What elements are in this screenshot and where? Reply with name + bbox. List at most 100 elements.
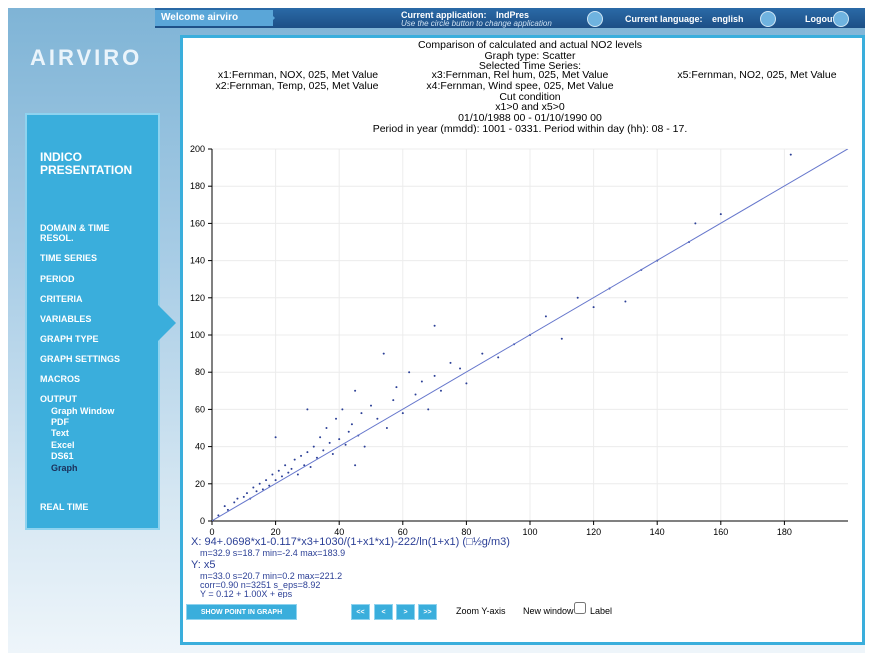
- scatter-point: [243, 496, 245, 498]
- scatter-point: [434, 325, 436, 327]
- nav-item[interactable]: VARIABLES: [40, 314, 130, 324]
- scatter-point: [593, 306, 595, 308]
- scatter-point: [354, 464, 356, 466]
- nav-item[interactable]: GRAPH SETTINGS: [40, 354, 130, 364]
- x-tick-label: 160: [713, 527, 728, 537]
- nav-button[interactable]: <<: [351, 604, 370, 620]
- scatter-point: [297, 474, 299, 476]
- scatter-point: [481, 353, 483, 355]
- scatter-point: [345, 444, 347, 446]
- x-tick-label: 120: [586, 527, 601, 537]
- scatter-point: [459, 367, 461, 369]
- x-tick-label: 80: [461, 527, 471, 537]
- scatter-point: [577, 297, 579, 299]
- scatter-point: [224, 505, 226, 507]
- scatter-point: [624, 301, 626, 303]
- nav-button[interactable]: <: [374, 604, 393, 620]
- scatter-point: [278, 470, 280, 472]
- scatter-point: [259, 483, 261, 485]
- scatter-point: [265, 479, 267, 481]
- scatter-point: [434, 375, 436, 377]
- nav-sub-item[interactable]: DS61: [51, 451, 74, 461]
- scatter-point: [246, 492, 248, 494]
- chart: Comparison of calculated and actual NO2 …: [183, 38, 862, 598]
- language-label: Current language:: [625, 14, 703, 24]
- nav-item[interactable]: REAL TIME: [40, 502, 130, 512]
- x-tick-label: 20: [271, 527, 281, 537]
- scatter-point: [720, 213, 722, 215]
- y-tick-label: 80: [195, 367, 205, 377]
- application-button[interactable]: [587, 11, 603, 27]
- y-axis-label: Y: x5: [191, 559, 215, 571]
- scatter-point: [306, 451, 308, 453]
- scatter-point: [351, 423, 353, 425]
- x-tick-label: 40: [334, 527, 344, 537]
- nav-item[interactable]: GRAPH TYPE: [40, 334, 130, 344]
- x-tick-label: 140: [650, 527, 665, 537]
- body: Welcome airviro Current application: Ind…: [0, 0, 881, 661]
- nav-item[interactable]: DOMAIN & TIME RESOL.: [40, 223, 130, 243]
- y-tick-label: 100: [190, 330, 205, 340]
- logout-button[interactable]: [833, 11, 849, 27]
- regression: Y = 0.12 + 1.00X + eps: [200, 589, 293, 598]
- nav-sub-item[interactable]: Graph: [51, 463, 78, 473]
- nav-button[interactable]: >: [396, 604, 415, 620]
- selected-series: x2:Fernman, Temp, 025, Met Value: [215, 80, 378, 92]
- scatter-point: [440, 390, 442, 392]
- logout[interactable]: Logout: [805, 14, 836, 24]
- scatter-point: [376, 418, 378, 420]
- label-checkbox[interactable]: [574, 602, 586, 614]
- scatter-point: [291, 468, 293, 470]
- scatter-point: [319, 436, 321, 438]
- sidebar-title: INDICO PRESENTATION: [40, 151, 140, 177]
- nav-sub-item[interactable]: PDF: [51, 417, 69, 427]
- nav-sub-item[interactable]: Excel: [51, 440, 75, 450]
- scatter-point: [338, 438, 340, 440]
- logo: AIRVIRO: [30, 45, 142, 71]
- scatter-point: [329, 442, 331, 444]
- scatter-point: [284, 464, 286, 466]
- x-stats: m=32.9 s=18.7 min=-2.4 max=183.9: [200, 548, 345, 558]
- scatter-point: [252, 487, 254, 489]
- scatter-point: [383, 353, 385, 355]
- scatter-point: [415, 394, 417, 396]
- y-tick-label: 40: [195, 442, 205, 452]
- nav-item[interactable]: MACROS: [40, 374, 130, 384]
- y-tick-label: 140: [190, 256, 205, 266]
- x-axis-label: X: 94+.0698*x1-0.117*x3+1030/(1+x1*x1)-2…: [191, 536, 510, 548]
- scatter-point: [395, 386, 397, 388]
- scatter-point: [294, 459, 296, 461]
- show-point-button[interactable]: SHOW POINT IN GRAPH: [186, 604, 297, 620]
- scatter-point: [332, 453, 334, 455]
- scatter-point: [281, 475, 283, 477]
- new-window[interactable]: New window: [523, 606, 574, 616]
- nav-sub-item[interactable]: Text: [51, 428, 69, 438]
- scatter-point: [313, 446, 315, 448]
- scatter-point: [300, 455, 302, 457]
- welcome-arrow: [267, 10, 275, 26]
- y-tick-label: 160: [190, 218, 205, 228]
- y-tick-label: 200: [190, 144, 205, 154]
- scatter-point: [561, 338, 563, 340]
- x-tick-label: 100: [522, 527, 537, 537]
- scatter-point: [348, 431, 350, 433]
- nav-item[interactable]: OUTPUT: [40, 394, 130, 404]
- scatter-point: [354, 390, 356, 392]
- scatter-point: [322, 449, 324, 451]
- nav-item[interactable]: CRITERIA: [40, 294, 130, 304]
- zoom-y-axis[interactable]: Zoom Y-axis: [456, 606, 506, 616]
- scatter-point: [275, 436, 277, 438]
- period: Period in year (mmdd): 1001 - 0331. Peri…: [373, 123, 688, 135]
- scatter-point: [360, 412, 362, 414]
- nav-item[interactable]: PERIOD: [40, 274, 130, 284]
- scatter-point: [402, 412, 404, 414]
- language-button[interactable]: [760, 11, 776, 27]
- x-tick-label: 180: [777, 527, 792, 537]
- nav-item[interactable]: TIME SERIES: [40, 253, 130, 263]
- scatter-point: [790, 154, 792, 156]
- y-tick-label: 0: [200, 516, 205, 526]
- nav-button[interactable]: >>: [418, 604, 437, 620]
- nav-sub-item[interactable]: Graph Window: [51, 406, 114, 416]
- scatter-point: [386, 427, 388, 429]
- scatter-point: [275, 479, 277, 481]
